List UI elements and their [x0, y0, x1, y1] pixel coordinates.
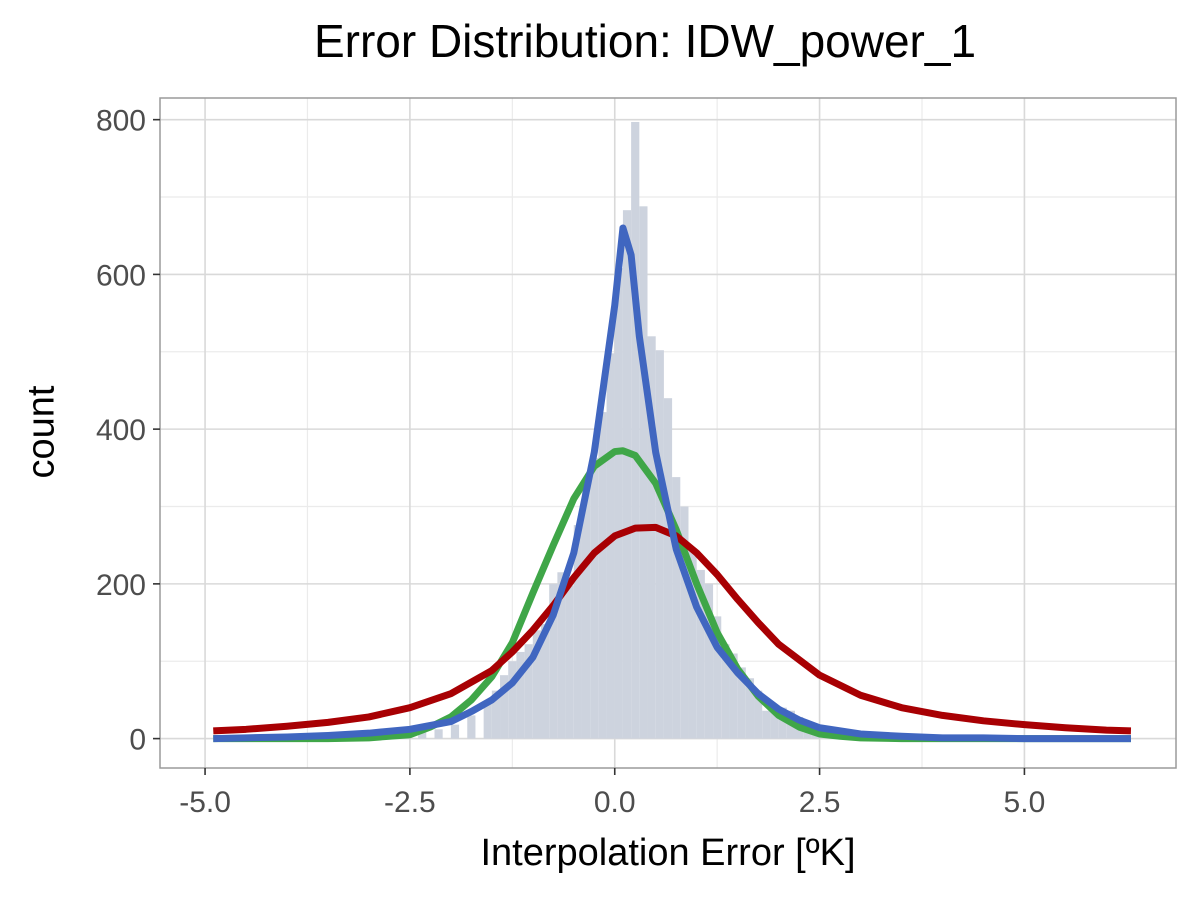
histogram-bar [754, 690, 763, 739]
axis-ticks: 0 200 400 600 800 -5.0 -2.5 0.0 2.5 5.0 [96, 105, 1045, 819]
fit-line-3 [213, 224, 1131, 743]
histogram-bar [778, 707, 787, 739]
histogram-bar [704, 583, 714, 739]
x-tick-label: -2.5 [384, 786, 436, 819]
histogram-bar [803, 729, 812, 739]
histogram-bar [672, 477, 681, 739]
histogram-bar [450, 724, 460, 739]
histogram-bar [713, 616, 722, 739]
histogram-bar [549, 583, 558, 739]
histogram-bar [434, 729, 443, 739]
histogram-bar [541, 624, 550, 739]
histogram-bar [737, 667, 746, 739]
histogram-bar [483, 701, 492, 739]
histogram-bar [598, 412, 607, 739]
histogram-bar [696, 569, 705, 739]
histogram-bar [573, 525, 582, 739]
histogram-bar [500, 675, 509, 739]
histogram-bar [467, 715, 476, 739]
histogram-bar [418, 731, 427, 739]
histogram-bar [762, 710, 771, 739]
histogram-bar [655, 350, 664, 739]
y-tick-label: 400 [96, 414, 146, 447]
histogram-bar [721, 644, 730, 739]
y-tick-label: 0 [129, 724, 146, 757]
histogram-bar [688, 548, 697, 739]
histogram-bars [327, 121, 894, 739]
histogram-bar [647, 336, 656, 739]
fit-line-2 [213, 523, 1132, 735]
x-tick-label: 2.5 [799, 786, 841, 819]
histogram-bar [680, 506, 689, 739]
histogram-bar [581, 488, 591, 739]
x-tick-label: 5.0 [1004, 786, 1046, 819]
histogram-bar [565, 585, 574, 739]
histogram-bar [508, 661, 517, 739]
histogram-bar [516, 651, 525, 739]
histogram-bar [532, 630, 541, 739]
histogram-bar [770, 709, 779, 739]
chart-title: Error Distribution: IDW_power_1 [313, 15, 977, 67]
y-tick-label: 200 [96, 569, 146, 602]
y-axis-title: count [20, 385, 63, 479]
histogram-bar [606, 353, 615, 739]
y-tick-label: 600 [96, 259, 146, 292]
histogram-bar [590, 457, 599, 739]
y-tick-label: 800 [96, 105, 146, 138]
histogram-bar [557, 572, 566, 739]
x-tick-label: 0.0 [594, 786, 636, 819]
fit-lines [213, 224, 1132, 743]
histogram-bar [622, 210, 632, 739]
histogram-bar [614, 268, 623, 739]
x-axis-title: Interpolation Error [ºK] [480, 832, 856, 874]
histogram-bar [524, 644, 533, 739]
plot-panel-border [159, 97, 1177, 769]
histogram-bar [729, 653, 738, 739]
histogram-bar [491, 690, 501, 739]
histogram-bar [745, 678, 755, 739]
histogram-bar [631, 121, 640, 739]
x-tick-label: -5.0 [179, 786, 231, 819]
histogram-bar [663, 398, 673, 739]
